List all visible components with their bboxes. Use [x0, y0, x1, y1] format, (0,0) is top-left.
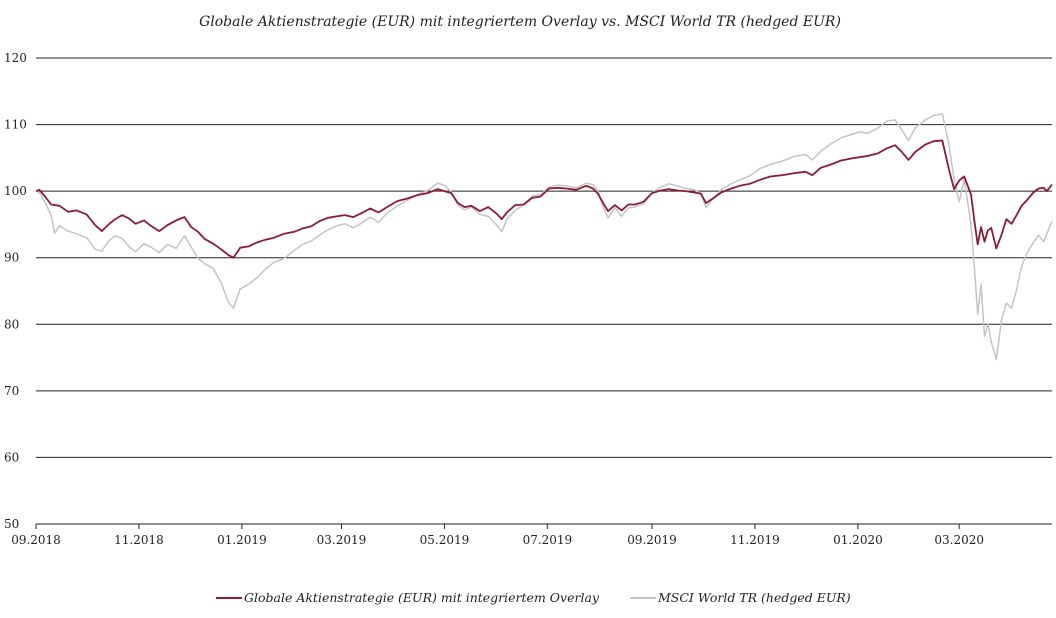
x-tick-label: 01.2019 — [217, 533, 267, 547]
x-tick-label: 03.2020 — [934, 533, 984, 547]
gridlines — [36, 57, 1052, 458]
y-tick-label: 100 — [4, 184, 27, 198]
series-lines — [35, 113, 1053, 361]
series-line-msci — [35, 113, 1053, 361]
x-tick-label: 01.2020 — [833, 533, 883, 547]
legend-label-strategy: Globale Aktienstrategie (EUR) mit integr… — [244, 590, 600, 605]
y-tick-label: 70 — [4, 384, 19, 398]
legend: Globale Aktienstrategie (EUR) mit integr… — [216, 590, 851, 605]
chart-title: Globale Aktienstrategie (EUR) mit integr… — [199, 14, 841, 30]
x-tick-label: 11.2019 — [730, 533, 780, 547]
x-tick-label: 11.2018 — [114, 533, 164, 547]
x-tick-label: 07.2019 — [523, 533, 573, 547]
y-tick-label: 90 — [4, 251, 19, 265]
series-line-strategy — [35, 139, 1053, 259]
x-tick-label: 05.2019 — [420, 533, 470, 547]
y-tick-label: 60 — [4, 450, 19, 464]
y-axis-ticks: 50 60 70 80 90 100 110 120 — [4, 51, 27, 531]
y-tick-label: 50 — [4, 517, 19, 531]
x-tick-label: 09.2019 — [627, 533, 677, 547]
legend-label-msci: MSCI World TR (hedged EUR) — [657, 590, 851, 605]
y-tick-label: 110 — [4, 118, 27, 132]
x-tick-label: 09.2018 — [11, 533, 61, 547]
x-tick-label: 03.2019 — [317, 533, 367, 547]
y-tick-label: 120 — [4, 51, 27, 65]
x-axis-ticks: 09.2018 11.2018 01.2019 03.2019 05.2019 07.20… — [11, 524, 984, 547]
y-tick-label: 80 — [4, 317, 19, 331]
